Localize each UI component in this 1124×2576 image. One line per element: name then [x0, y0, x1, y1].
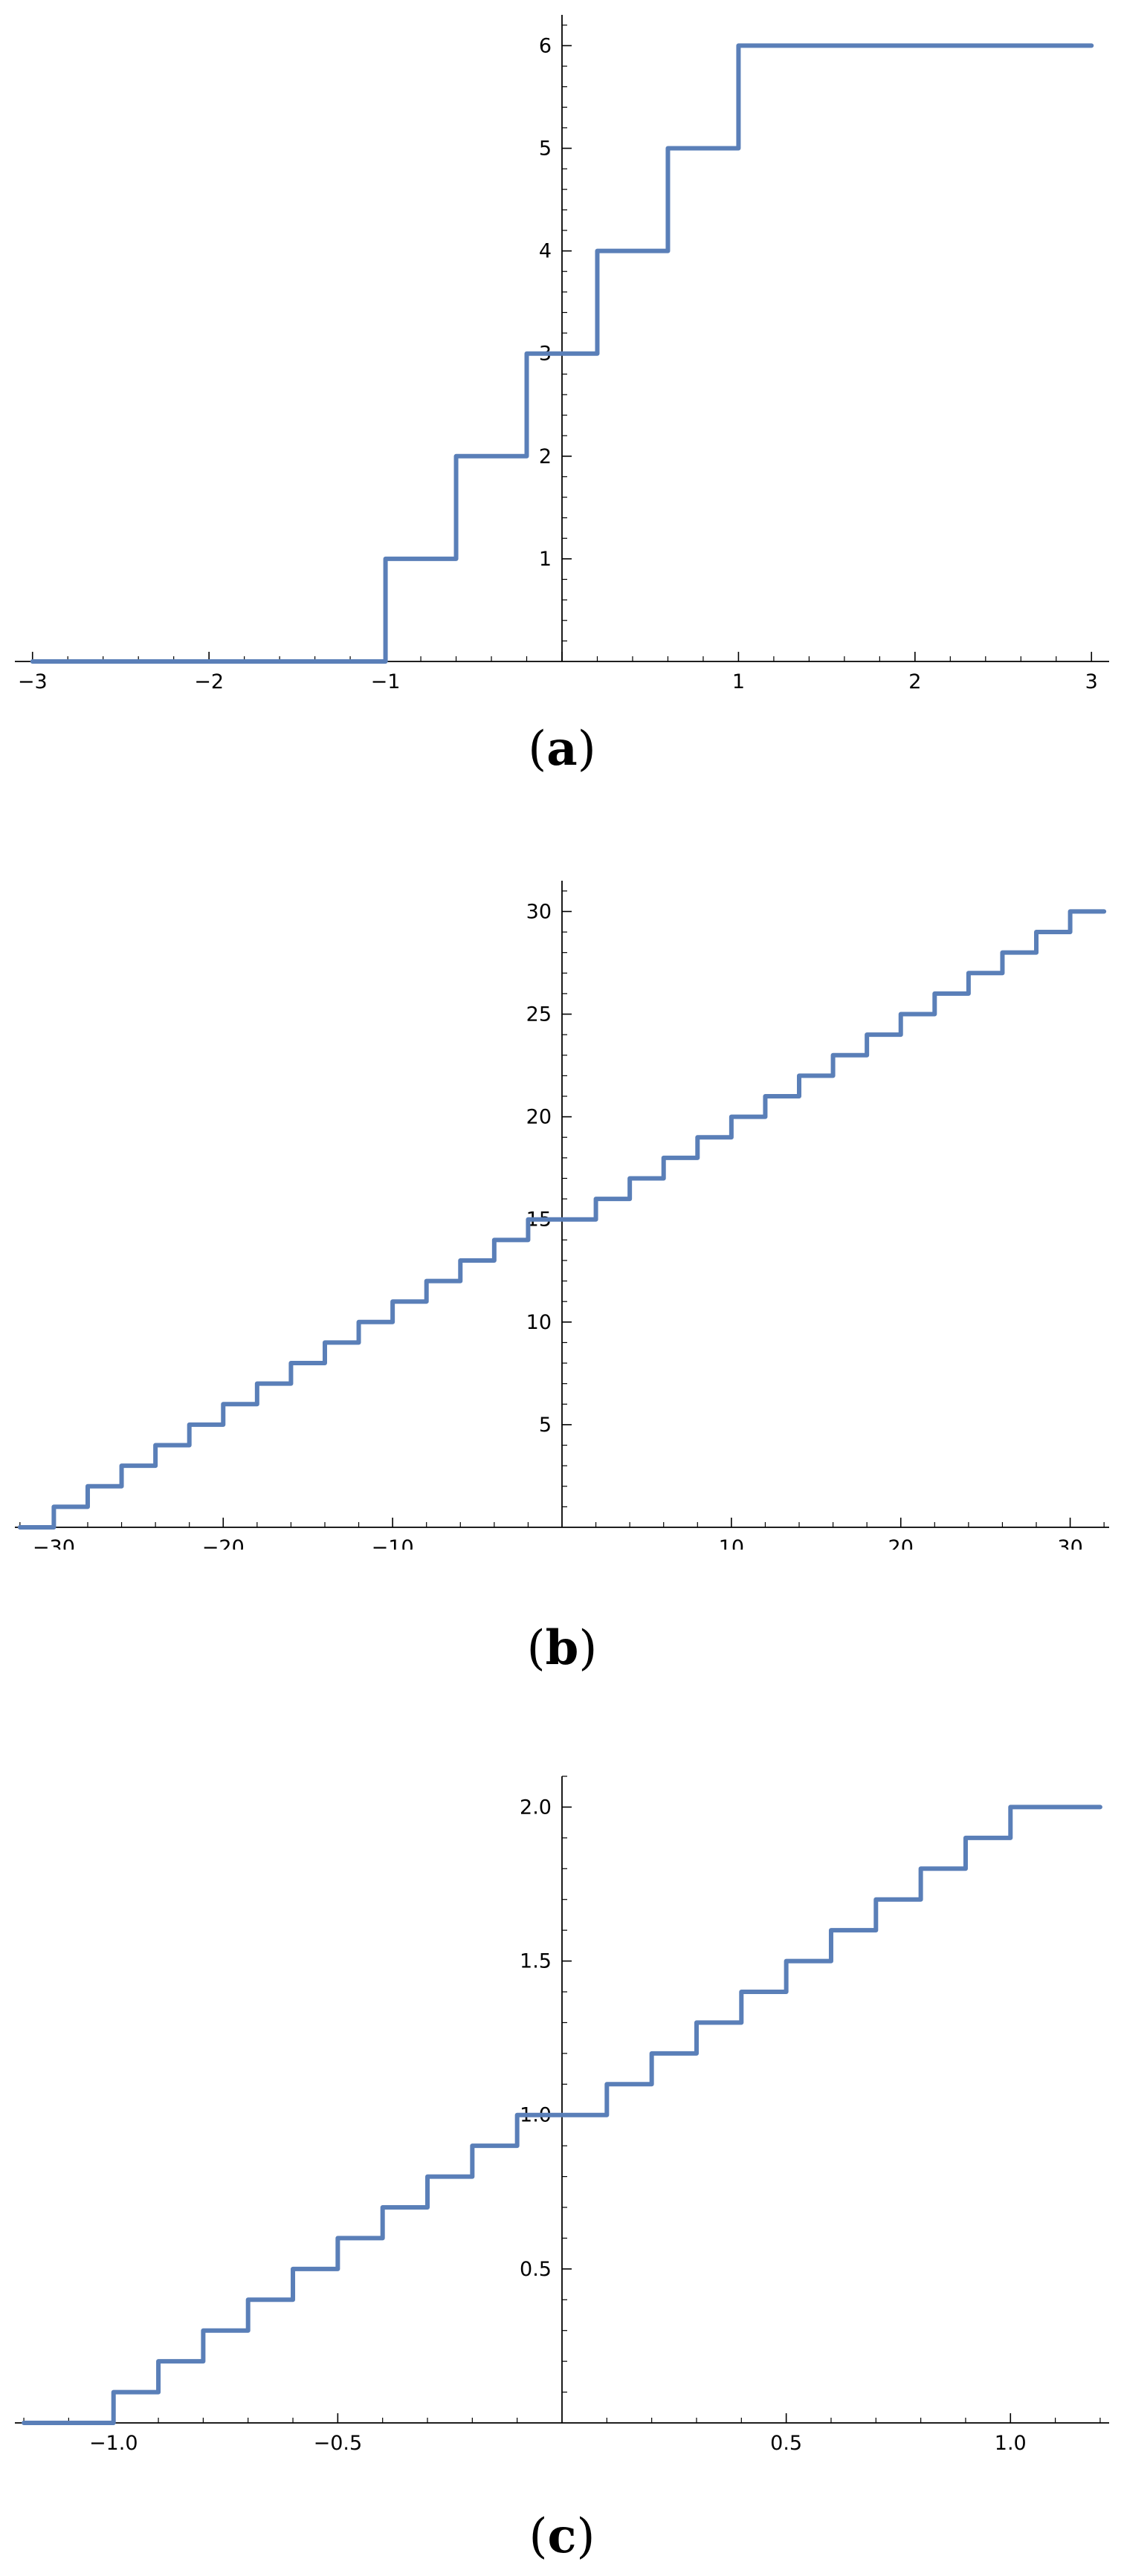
x-tick-label: −1: [371, 670, 401, 693]
y-tick-label: 10: [526, 1311, 552, 1334]
series-line: [22, 1805, 1102, 2425]
x-tick-label: 2: [908, 670, 921, 693]
x-tick-label: 1: [732, 670, 745, 693]
x-tick-label: −1.0: [89, 2432, 138, 2455]
chart-panel-a: −3 −2 −1 1 2 3 1 2 3 4 5 6: [0, 0, 1124, 699]
y-tick-label: 0.5: [520, 2258, 552, 2281]
caption-c: (c): [529, 2508, 595, 2564]
y-tick-label: 20: [526, 1106, 552, 1129]
chart-panel-c: −1.0 −0.5 0.5 1.0 0.5 1.0 1.5 2.0: [0, 1761, 1124, 2460]
x-tick-label: 3: [1085, 670, 1098, 693]
x-tick-label: −30: [33, 1536, 75, 1550]
caption-a: (a): [528, 721, 596, 777]
x-tick-label: −3: [18, 670, 48, 693]
series-line: [17, 909, 1107, 1530]
y-tick-label: 1.5: [520, 1950, 552, 1973]
chart-c: −1.0 −0.5 0.5 1.00.51.01.52.0: [15, 1776, 1109, 2455]
x-tick-label: −10: [372, 1536, 414, 1550]
chart-panel-b: −30 −20 −10 10 20 30 5 10 15 20 25 30: [0, 866, 1124, 1550]
y-tick-label: 6: [539, 34, 552, 57]
x-tick-label: −0.5: [314, 2432, 363, 2455]
y-tick-label: 2.0: [520, 1796, 552, 1819]
x-tick-label: 20: [888, 1536, 914, 1550]
y-tick-label: 5: [539, 1414, 552, 1437]
y-tick-label: 1: [539, 548, 552, 571]
y-tick-label: 5: [539, 137, 552, 161]
x-tick-label: 10: [719, 1536, 744, 1550]
y-tick-label: 25: [526, 1003, 552, 1026]
y-tick-label: 30: [526, 900, 552, 923]
x-tick-label: 0.5: [770, 2432, 802, 2455]
x-tick-label: −2: [194, 670, 224, 693]
y-tick-label: 2: [539, 445, 552, 468]
series-line: [30, 43, 1094, 664]
x-tick-label: 30: [1057, 1536, 1082, 1550]
x-tick-label: −20: [202, 1536, 245, 1550]
caption-b: (b): [526, 1620, 598, 1676]
y-tick-label: 4: [539, 240, 552, 263]
x-tick-label: 1.0: [995, 2432, 1027, 2455]
